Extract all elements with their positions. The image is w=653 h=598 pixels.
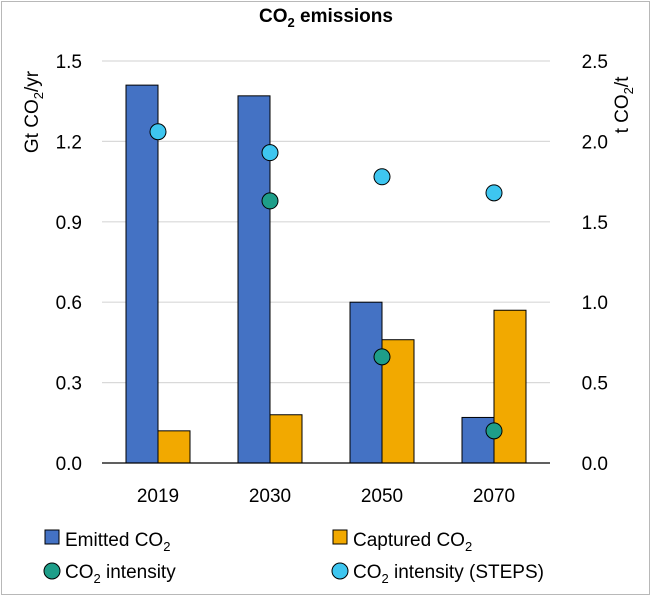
x-tick-label: 2050	[361, 486, 403, 507]
marker-series	[149, 123, 503, 440]
right-tick-label: 0.0	[582, 454, 608, 475]
right-axis-ticks: 0.0 0.5 1.0 1.5 2.0 2.5	[582, 52, 608, 475]
legend-label: Captured CO2	[353, 530, 472, 554]
right-tick-label: 1.0	[582, 293, 608, 314]
x-tick-label: 2019	[137, 486, 179, 507]
legend-label: CO2 intensity	[65, 562, 176, 586]
point-intensity	[485, 422, 503, 440]
point-intensity-steps	[149, 123, 167, 141]
left-tick-label: 1.2	[56, 132, 82, 153]
right-tick-label: 1.5	[582, 213, 608, 234]
bar-captured	[157, 430, 191, 464]
x-tick-label: 2070	[473, 486, 515, 507]
point-intensity	[373, 348, 391, 366]
left-tick-label: 0.6	[56, 293, 82, 314]
right-tick-label: 2.0	[582, 132, 608, 153]
bar-captured	[493, 309, 527, 464]
legend-label: Emitted CO2	[65, 530, 170, 554]
right-axis-title: t CO2/t	[612, 76, 636, 134]
right-tick-label: 0.5	[582, 374, 608, 395]
legend-label: CO2 intensity (STEPS)	[353, 562, 544, 586]
right-tick-label: 2.5	[582, 52, 608, 73]
point-intensity	[261, 192, 279, 210]
point-intensity-steps	[485, 184, 503, 202]
legend-swatch	[331, 562, 349, 580]
left-tick-label: 1.5	[56, 52, 82, 73]
left-axis-ticks: 0.0 0.3 0.6 0.9 1.2 1.5	[56, 52, 82, 475]
legend-swatch	[332, 529, 348, 545]
bar-emitted	[349, 301, 383, 464]
legend-swatch	[44, 529, 60, 545]
x-axis-ticks: 2019 2030 2050 2070	[137, 486, 515, 507]
legend-swatch	[43, 562, 61, 580]
chart-title: CO2 emissions	[259, 6, 393, 30]
left-tick-label: 0.3	[56, 374, 82, 395]
left-axis-title: Gt CO2/yr	[22, 70, 46, 153]
left-tick-label: 0.0	[56, 454, 82, 475]
point-intensity-steps	[261, 144, 279, 162]
gridlines	[102, 60, 550, 384]
bar-emitted	[125, 84, 159, 464]
point-intensity-steps	[373, 168, 391, 186]
x-tick-label: 2030	[249, 486, 291, 507]
bar-captured	[269, 414, 303, 464]
left-tick-label: 0.9	[56, 213, 82, 234]
legend: Emitted CO2 Captured CO2 CO2 intensity CO2 …	[43, 529, 544, 586]
